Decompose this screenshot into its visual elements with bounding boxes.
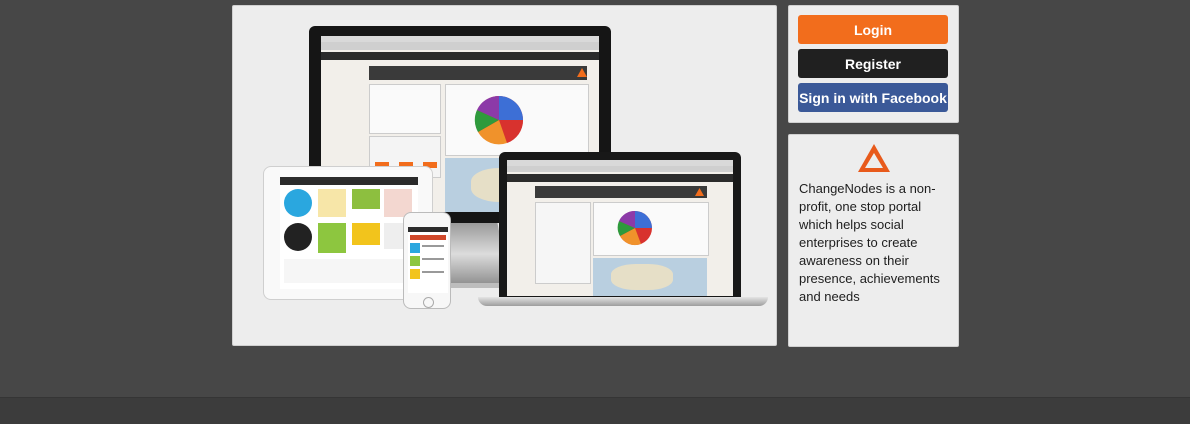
devices-mockup-image (263, 26, 768, 309)
laptop-image (499, 152, 741, 300)
changenodes-triangle-icon (858, 144, 890, 172)
about-description: ChangeNodes is a non-profit, one stop po… (799, 181, 940, 304)
hero-image-panel (232, 5, 777, 346)
footer-bar (0, 397, 1190, 424)
tablet-image (263, 166, 433, 300)
phone-image (403, 212, 451, 309)
auth-panel: Login Register Sign in with Facebook (788, 5, 959, 123)
desktop-monitor-image (309, 26, 611, 223)
register-button[interactable]: Register (798, 49, 948, 78)
login-button[interactable]: Login (798, 15, 948, 44)
about-panel: ChangeNodes is a non-profit, one stop po… (788, 134, 959, 347)
facebook-signin-button[interactable]: Sign in with Facebook (798, 83, 948, 112)
